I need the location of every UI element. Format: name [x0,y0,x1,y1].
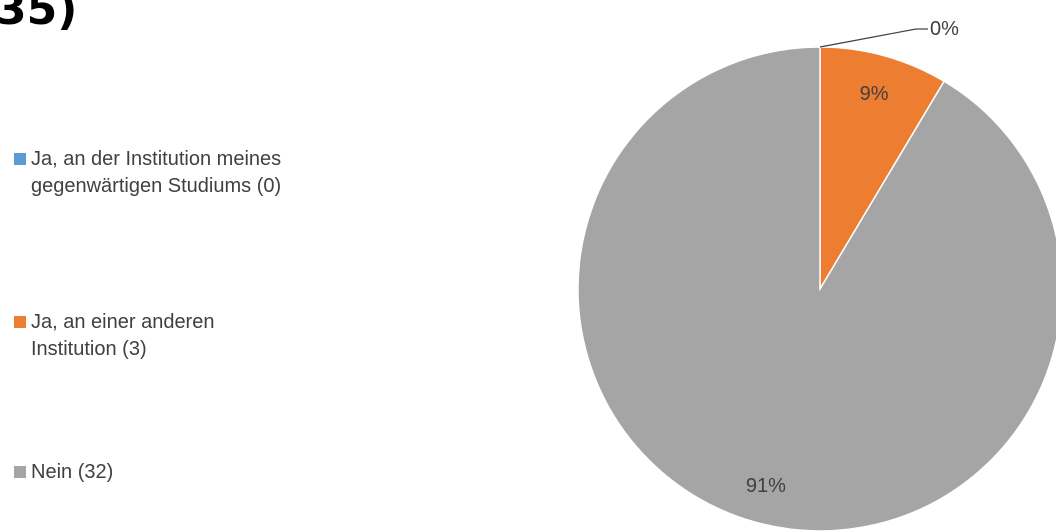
legend-label: Ja, an einer anderen Institution (3) [31,311,215,360]
data-label-0-percent: 0% [930,18,959,40]
legend-swatch-blue [14,153,26,165]
legend: Ja, an der Institution meines gegenwärti… [0,0,400,531]
data-label-9-percent: 9% [860,83,889,105]
pie-slices [577,46,1056,531]
legend-item-nein: Nein (32) [14,459,113,486]
pie-slice-1 [819,46,946,292]
pie-slice-2 [577,46,1056,531]
legend-label: Ja, an der Institution meines gegenwärti… [31,148,282,197]
leader-line-0-percent [819,28,917,48]
legend-item-institution-current: Ja, an der Institution meines gegenwärti… [14,146,281,200]
legend-swatch-gray [14,466,26,478]
legend-label: Nein (32) [31,461,114,483]
data-label-91-percent: 91% [746,475,786,497]
legend-swatch-orange [14,316,26,328]
chart-title: 35) [0,0,78,35]
legend-item-other-institution: Ja, an einer anderen Institution (3) [14,309,214,363]
